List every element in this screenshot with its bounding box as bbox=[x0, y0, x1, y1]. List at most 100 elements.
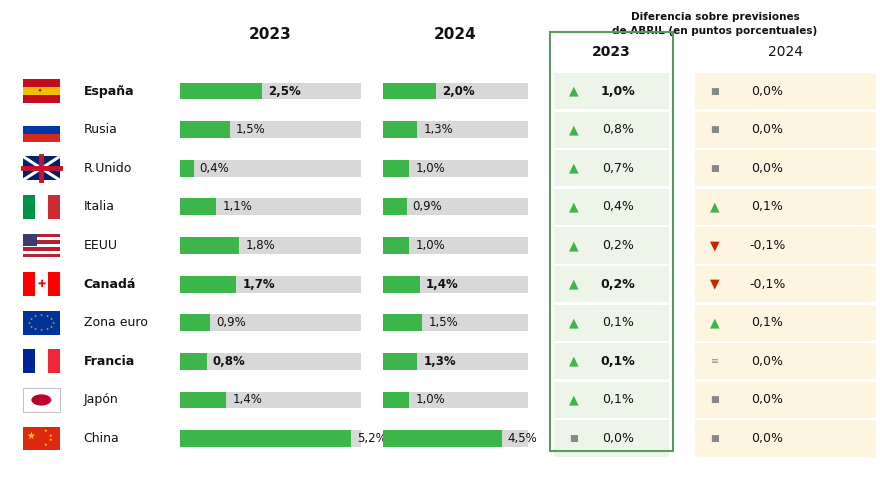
Text: ★: ★ bbox=[40, 313, 43, 317]
Text: ★: ★ bbox=[44, 443, 48, 446]
Text: ▲: ▲ bbox=[569, 85, 578, 98]
Text: 0,1%: 0,1% bbox=[600, 355, 635, 368]
Text: 0,0%: 0,0% bbox=[752, 394, 783, 406]
Text: ▲: ▲ bbox=[710, 316, 719, 329]
Text: ▲: ▲ bbox=[569, 123, 578, 136]
Text: 2024: 2024 bbox=[434, 27, 477, 42]
Bar bbox=[554, 150, 669, 187]
Bar bbox=[554, 382, 669, 418]
Text: 2023: 2023 bbox=[249, 27, 292, 42]
Bar bbox=[23, 311, 60, 335]
Bar bbox=[180, 160, 194, 177]
Text: 1,0%: 1,0% bbox=[415, 394, 445, 406]
Bar bbox=[23, 244, 60, 247]
Bar bbox=[48, 195, 60, 219]
Bar bbox=[35, 195, 48, 219]
Bar bbox=[383, 276, 420, 293]
Bar bbox=[695, 150, 876, 187]
Bar bbox=[180, 353, 361, 370]
Text: 1,5%: 1,5% bbox=[236, 123, 266, 136]
Text: 0,0%: 0,0% bbox=[602, 432, 634, 445]
Text: China: China bbox=[84, 432, 120, 445]
Text: 0,1%: 0,1% bbox=[752, 316, 783, 329]
Text: 0,8%: 0,8% bbox=[602, 123, 634, 136]
Text: 0,0%: 0,0% bbox=[752, 85, 783, 98]
Bar bbox=[180, 353, 207, 370]
Text: ▲: ▲ bbox=[710, 200, 719, 213]
Bar bbox=[383, 430, 502, 447]
Text: Canadá: Canadá bbox=[84, 278, 136, 291]
Text: 1,7%: 1,7% bbox=[242, 278, 275, 291]
Bar bbox=[383, 121, 528, 138]
Bar bbox=[383, 314, 422, 331]
Bar bbox=[383, 276, 528, 293]
Bar bbox=[35, 349, 48, 373]
Bar bbox=[23, 241, 60, 244]
Text: Italia: Italia bbox=[84, 200, 114, 213]
Bar bbox=[383, 314, 528, 331]
Text: ▼: ▼ bbox=[710, 278, 719, 291]
Bar bbox=[180, 198, 361, 215]
Text: 0,2%: 0,2% bbox=[600, 278, 635, 291]
Bar bbox=[180, 314, 210, 331]
Bar bbox=[180, 314, 361, 331]
Text: 2023: 2023 bbox=[592, 45, 631, 59]
Text: 1,0%: 1,0% bbox=[415, 162, 445, 175]
Bar bbox=[23, 247, 60, 250]
Text: 5,2%: 5,2% bbox=[357, 432, 387, 445]
Text: ★: ★ bbox=[44, 430, 48, 434]
Bar bbox=[554, 73, 669, 109]
Bar bbox=[695, 304, 876, 341]
Text: 1,3%: 1,3% bbox=[423, 355, 456, 368]
Bar bbox=[383, 392, 409, 408]
Text: ▲: ▲ bbox=[569, 162, 578, 175]
Text: ★: ★ bbox=[40, 328, 43, 332]
Bar bbox=[695, 227, 876, 264]
Bar bbox=[23, 234, 60, 237]
Text: ★: ★ bbox=[34, 314, 37, 318]
Text: 1,1%: 1,1% bbox=[223, 200, 253, 213]
Text: EEUU: EEUU bbox=[84, 239, 118, 252]
Bar bbox=[180, 276, 361, 293]
Bar bbox=[23, 250, 60, 254]
Text: Japón: Japón bbox=[84, 394, 118, 406]
Bar bbox=[383, 237, 409, 254]
Bar bbox=[383, 83, 528, 99]
Bar bbox=[383, 353, 528, 370]
Text: ■: ■ bbox=[710, 396, 719, 404]
Bar bbox=[695, 420, 876, 457]
Text: 0,7%: 0,7% bbox=[602, 162, 634, 175]
Text: 2,0%: 2,0% bbox=[442, 85, 474, 98]
Bar bbox=[180, 430, 361, 447]
Text: 0,4%: 0,4% bbox=[200, 162, 230, 175]
Bar bbox=[180, 237, 239, 254]
Text: 0,1%: 0,1% bbox=[602, 316, 634, 329]
Bar bbox=[695, 382, 876, 418]
Bar bbox=[554, 343, 669, 380]
Bar bbox=[695, 189, 876, 225]
Bar bbox=[180, 392, 361, 408]
Text: ▲: ▲ bbox=[569, 355, 578, 368]
Bar bbox=[23, 79, 60, 87]
Bar bbox=[23, 126, 60, 134]
Text: 0,8%: 0,8% bbox=[213, 355, 246, 368]
Text: 1,8%: 1,8% bbox=[246, 239, 275, 252]
Text: 0,1%: 0,1% bbox=[752, 200, 783, 213]
Text: 0,9%: 0,9% bbox=[216, 316, 246, 329]
Bar bbox=[180, 83, 361, 99]
Bar bbox=[550, 32, 673, 451]
Text: 0,0%: 0,0% bbox=[752, 355, 783, 368]
Bar bbox=[180, 276, 236, 293]
Text: ★: ★ bbox=[46, 327, 48, 331]
Bar bbox=[180, 121, 361, 138]
Bar bbox=[35, 272, 48, 296]
Bar bbox=[23, 134, 60, 142]
Text: ■: ■ bbox=[569, 434, 578, 443]
Bar bbox=[23, 195, 35, 219]
Text: ▼: ▼ bbox=[710, 239, 719, 252]
Bar bbox=[383, 83, 436, 99]
Text: 4,5%: 4,5% bbox=[508, 432, 538, 445]
Bar bbox=[695, 73, 876, 109]
Bar bbox=[180, 237, 361, 254]
Bar bbox=[554, 266, 669, 302]
